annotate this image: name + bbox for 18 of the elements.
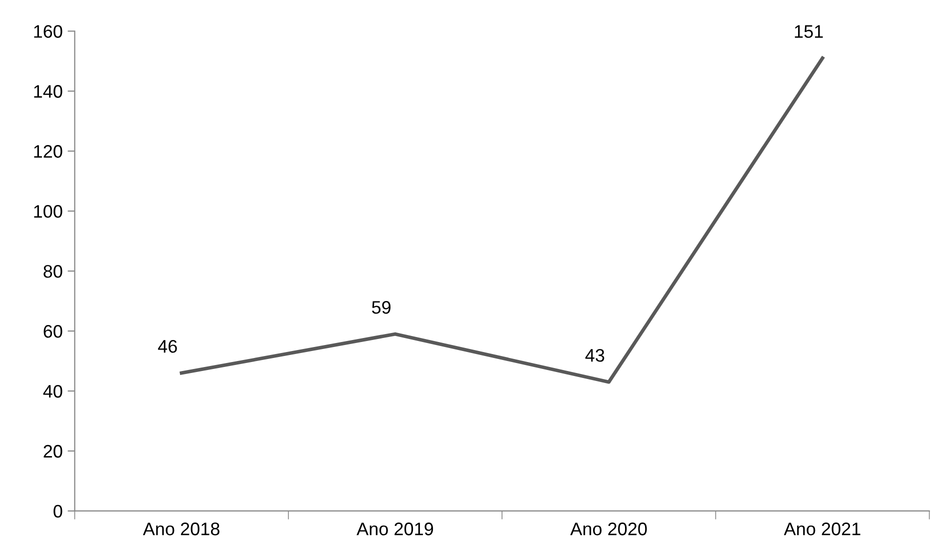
data-label: 151 [794,25,823,38]
y-tick-label: 0 [54,504,62,518]
y-tick-label: 40 [43,384,62,398]
y-tick-label: 100 [34,205,62,218]
x-tick-label: Ano 2021 [784,522,860,536]
data-label: 59 [372,301,390,314]
y-tick-label: 140 [34,85,62,98]
y-tick-label: 80 [44,264,62,278]
y-tick-label: 120 [34,145,62,158]
y-tick-label: 160 [34,25,62,38]
data-label: 43 [585,348,604,362]
x-tick-label: Ano 2020 [570,522,647,536]
x-tick-label: Ano 2018 [142,522,220,536]
line-series [180,56,824,384]
y-tick-label: 20 [44,444,62,458]
data-label: 46 [158,340,177,353]
x-tick-label: Ano 2019 [356,522,433,536]
y-tick-label: 60 [44,324,62,338]
